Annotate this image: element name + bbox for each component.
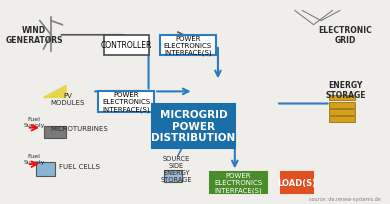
FancyBboxPatch shape — [329, 95, 355, 101]
Text: POWER
ELECTRONICS
INTERFACE(S): POWER ELECTRONICS INTERFACE(S) — [215, 172, 262, 193]
Text: CONTROLLER: CONTROLLER — [100, 41, 152, 50]
FancyBboxPatch shape — [329, 116, 355, 122]
Text: MICROTURBINES: MICROTURBINES — [50, 125, 108, 131]
FancyBboxPatch shape — [152, 104, 235, 148]
Text: source: de.renew-systems.de: source: de.renew-systems.de — [309, 196, 381, 201]
FancyBboxPatch shape — [44, 126, 66, 138]
Polygon shape — [44, 86, 66, 98]
Text: PV
MODULES: PV MODULES — [51, 92, 85, 105]
FancyBboxPatch shape — [281, 172, 313, 193]
Text: ELECTRONIC
GRID: ELECTRONIC GRID — [319, 26, 372, 45]
FancyBboxPatch shape — [329, 109, 355, 115]
Text: Fuel
Supply: Fuel Supply — [23, 153, 45, 164]
Text: FUEL CELLS: FUEL CELLS — [59, 163, 99, 169]
Text: Fuel
Supply: Fuel Supply — [23, 117, 45, 128]
Text: WIND
GENERATORS: WIND GENERATORS — [5, 26, 63, 45]
Text: POWER
ELECTRONICS
INTERFACE(S): POWER ELECTRONICS INTERFACE(S) — [102, 92, 150, 112]
FancyBboxPatch shape — [103, 35, 149, 56]
FancyBboxPatch shape — [211, 172, 267, 193]
FancyBboxPatch shape — [36, 162, 55, 176]
FancyBboxPatch shape — [329, 102, 355, 108]
FancyBboxPatch shape — [160, 35, 216, 56]
Text: ENERGY
STORAGE: ENERGY STORAGE — [325, 80, 366, 100]
FancyBboxPatch shape — [98, 92, 154, 112]
Text: POWER
ELECTRONICS
INTERFACE(S): POWER ELECTRONICS INTERFACE(S) — [164, 35, 212, 56]
Text: SOURCE
SIDE
ENERGY
STORAGE: SOURCE SIDE ENERGY STORAGE — [161, 155, 192, 182]
Text: MICROGRID
POWER
DISTRIBUTION: MICROGRID POWER DISTRIBUTION — [151, 110, 236, 143]
Text: LOAD(S): LOAD(S) — [277, 178, 316, 187]
FancyBboxPatch shape — [163, 170, 182, 183]
